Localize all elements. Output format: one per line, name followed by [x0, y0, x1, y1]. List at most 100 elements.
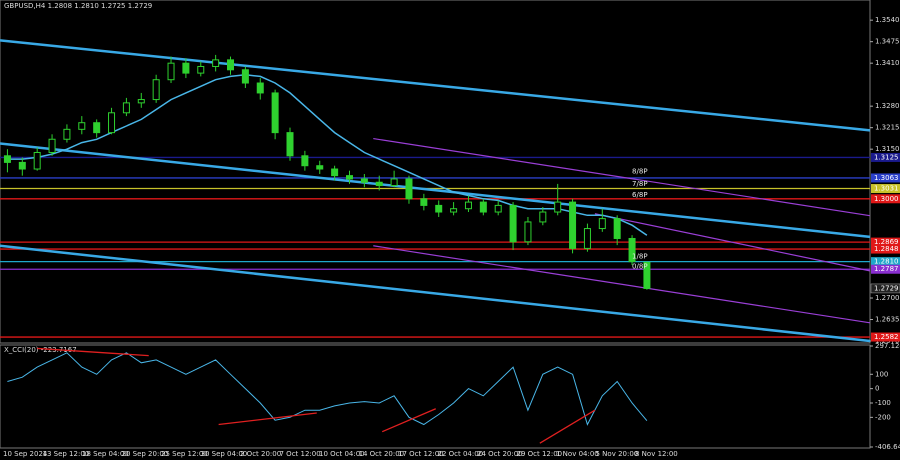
- divergence-line: [539, 409, 596, 444]
- channel-line: [0, 244, 871, 343]
- level-label: 1.2848: [874, 245, 899, 253]
- last-price-label: 1.2729: [874, 284, 899, 292]
- indicator-tick-label: 0: [875, 385, 879, 393]
- channel-line: [373, 137, 871, 217]
- candle-body: [122, 102, 130, 114]
- candle-body: [167, 62, 175, 81]
- candle-body: [598, 218, 606, 230]
- candle-body: [271, 92, 279, 134]
- level-box: [871, 257, 900, 267]
- candle-body: [93, 122, 101, 134]
- x-tick-label: 10 Sep 2024: [3, 450, 48, 458]
- candle-body: [628, 237, 636, 263]
- x-tick-label: 29 Oct 12:00: [517, 450, 563, 458]
- candle-body: [390, 178, 398, 187]
- candle-body: [405, 178, 413, 200]
- candle-body: [494, 204, 502, 213]
- x-tick-label: 14 Oct 20:00: [359, 450, 405, 458]
- price-frame: [0, 0, 871, 344]
- y-tick-label: 1.3475: [875, 38, 900, 46]
- candle-body: [137, 99, 145, 104]
- channel-line: [0, 39, 871, 132]
- candle-body: [554, 201, 562, 213]
- level-box: [871, 244, 900, 254]
- indicator-tick-label: 100: [875, 370, 888, 378]
- last-price-box: [870, 283, 900, 294]
- murray-label: 1/8P: [632, 253, 648, 261]
- level-box: [871, 264, 900, 274]
- candle-body: [212, 59, 220, 67]
- level-label: 1.3063: [874, 174, 899, 182]
- divergence-line: [381, 408, 436, 433]
- level-box: [871, 237, 900, 247]
- level-label: 1.2582: [874, 333, 899, 341]
- x-tick-label: 18 Sep 04:00: [82, 450, 129, 458]
- level-box: [871, 173, 900, 183]
- x-tick-label: 8 Nov 12:00: [635, 450, 678, 458]
- x-tick-label: 24 Oct 20:00: [477, 450, 523, 458]
- level-label: 1.3000: [874, 195, 899, 203]
- y-tick-label: 1.2700: [875, 294, 900, 302]
- level-box: [871, 194, 900, 204]
- level-box: [871, 184, 900, 194]
- x-tick-label: 5 Nov 20:00: [596, 450, 639, 458]
- x-tick-label: 2 Oct 20:00: [240, 450, 281, 458]
- cci-line: [7, 352, 648, 426]
- x-tick-label: 22 Oct 04:00: [438, 450, 484, 458]
- chart-title: GBPUSD,H4 1.2808 1.2810 1.2725 1.2729: [4, 2, 152, 10]
- x-tick-label: 13 Sep 12:00: [43, 450, 90, 458]
- indicator-tick-label: -200: [875, 413, 891, 421]
- indicator-frame: [0, 344, 871, 449]
- candle-body: [48, 138, 56, 153]
- x-tick-label: 1 Nov 04:00: [556, 450, 599, 458]
- indicator-tick-label: -406.6477: [875, 443, 900, 451]
- candle-body: [182, 62, 190, 74]
- murray-label: 0/8P: [632, 263, 648, 271]
- candle-body: [450, 208, 458, 213]
- x-tick-label: 25 Sep 12:00: [161, 450, 208, 458]
- indicator-tick-label: 297.1248: [875, 342, 900, 350]
- x-tick-label: 7 Oct 12:00: [280, 450, 321, 458]
- candle-body: [286, 132, 294, 157]
- channel-line: [0, 142, 871, 239]
- candle-body: [256, 82, 264, 94]
- candle-body: [18, 161, 26, 170]
- murray-label: 7/8P: [632, 180, 648, 188]
- divergence-line: [218, 412, 317, 426]
- candle-body: [375, 181, 383, 187]
- candle-body: [420, 198, 428, 206]
- y-tick-label: 1.2635: [875, 316, 900, 324]
- candle-body: [435, 204, 443, 213]
- candle-body: [3, 155, 11, 163]
- candle-body: [301, 155, 309, 167]
- candle-body: [643, 261, 651, 289]
- y-tick-label: 1.3215: [875, 124, 900, 132]
- y-tick-label: 1.3150: [875, 145, 900, 153]
- candle-body: [569, 201, 577, 249]
- murray-label: 6/8P: [632, 191, 648, 199]
- level-label: 1.3031: [874, 185, 899, 193]
- candle-body: [331, 168, 339, 177]
- candle-body: [197, 65, 205, 74]
- x-tick-label: 17 Oct 12:00: [398, 450, 444, 458]
- y-tick-label: 1.3410: [875, 59, 900, 67]
- candle-body: [509, 204, 517, 243]
- indicator-tick-label: -100: [875, 399, 891, 407]
- level-label: 1.2810: [874, 258, 899, 266]
- candle-body: [152, 79, 160, 101]
- level-label: 1.3125: [874, 153, 899, 161]
- y-tick-label: 1.3540: [875, 16, 900, 24]
- x-tick-label: 30 Sep 04:00: [201, 450, 248, 458]
- candle-body: [78, 122, 86, 130]
- candle-body: [33, 151, 41, 170]
- level-label: 1.2787: [874, 265, 899, 273]
- candle-body: [316, 165, 324, 170]
- candle-body: [479, 201, 487, 213]
- channel-line: [594, 213, 871, 272]
- y-tick-label: 1.3280: [875, 102, 900, 110]
- candle-body: [227, 59, 235, 71]
- candle-body: [613, 218, 621, 239]
- candle-body: [108, 112, 116, 134]
- indicator-title: X_CCI(20) -223.7167: [4, 346, 77, 354]
